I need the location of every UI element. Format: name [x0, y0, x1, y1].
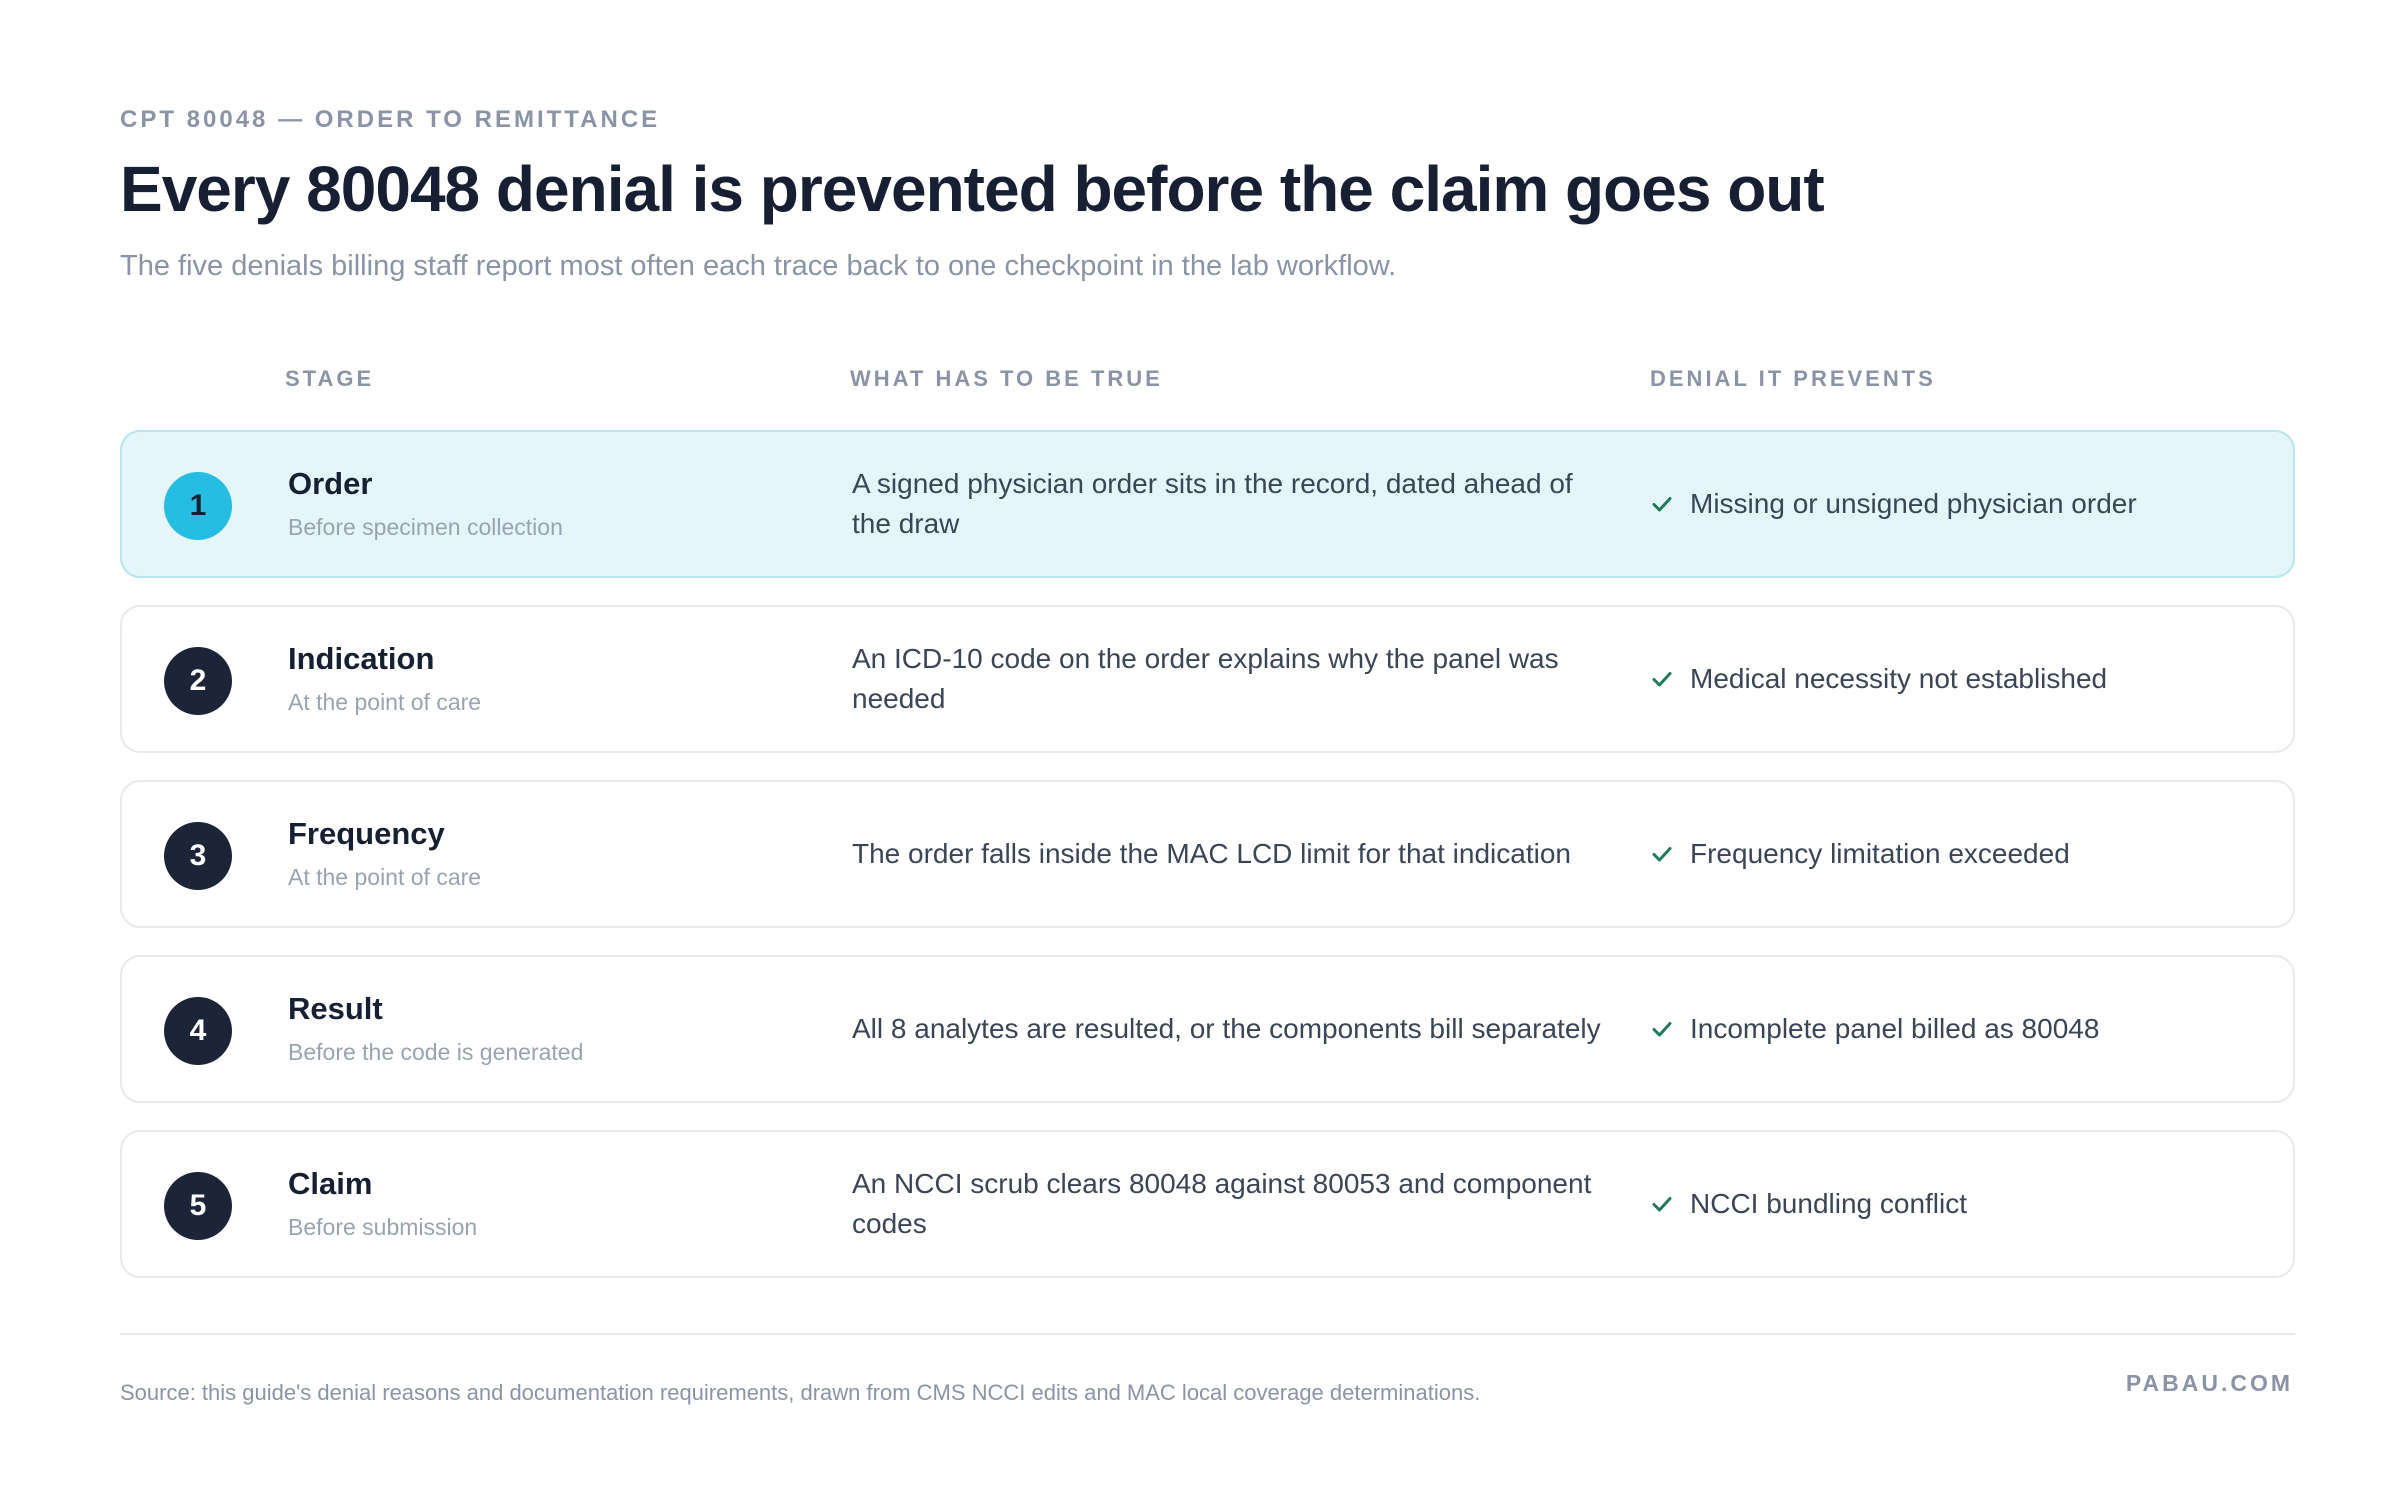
check-icon [1652, 847, 1672, 862]
denial-text: Missing or unsigned physician order [1690, 488, 2137, 519]
check-icon [1652, 1022, 1672, 1037]
check-icon [1652, 497, 1672, 512]
brand-mark: PABAU.COM [2125, 1370, 2293, 1396]
denial-text: Medical necessity not established [1690, 663, 2108, 694]
stage-timing: Before the code is generated [288, 1039, 584, 1065]
stage-timing: At the point of care [288, 864, 482, 890]
requirement-text: An ICD-10 code on the order explains why… [852, 643, 1559, 714]
step-number-badge: 2 [164, 647, 232, 715]
denial-text: Frequency limitation exceeded [1690, 838, 2070, 869]
requirement-text: The order falls inside the MAC LCD limit… [852, 838, 1571, 869]
step-number-badge: 1 [164, 472, 232, 540]
stage-name: Frequency [288, 816, 445, 851]
stage-name: Order [288, 466, 373, 501]
stage-name: Indication [288, 641, 435, 676]
stage-name: Result [288, 991, 383, 1026]
denial-text: NCCI bundling conflict [1690, 1188, 1968, 1219]
page-subtitle: The five denials billing staff report mo… [120, 250, 1397, 282]
stage-row-frequency: 3 Frequency At the point of care The ord… [120, 780, 2295, 928]
step-number-badge: 5 [164, 1172, 232, 1240]
check-icon [1652, 1197, 1672, 1212]
footer-divider [120, 1333, 2295, 1335]
denial-prevented: Missing or unsigned physician order [1650, 432, 2137, 576]
page-title: Every 80048 denial is prevented before t… [120, 153, 1825, 225]
stage-timing: Before specimen collection [288, 514, 563, 540]
requirement-text: All 8 analytes are resulted, or the comp… [852, 1013, 1601, 1044]
stage-row-result: 4 Result Before the code is generated Al… [120, 955, 2295, 1103]
step-number-badge: 3 [164, 822, 232, 890]
eyebrow: CPT 80048 — ORDER TO REMITTANCE [120, 106, 661, 133]
stage-row-indication: 2 Indication At the point of care An ICD… [120, 605, 2295, 753]
denial-prevented: Frequency limitation exceeded [1650, 782, 2070, 926]
stage-timing: At the point of care [288, 689, 482, 715]
denial-prevented: Medical necessity not established [1650, 607, 2107, 751]
denial-prevented: NCCI bundling conflict [1650, 1132, 1967, 1276]
step-number-badge: 4 [164, 997, 232, 1065]
check-icon [1652, 672, 1672, 687]
requirement-text: A signed physician order sits in the rec… [852, 468, 1573, 539]
column-header-what: WHAT HAS TO BE TRUE [850, 366, 1163, 391]
denial-text: Incomplete panel billed as 80048 [1690, 1013, 2100, 1044]
column-header-stage: STAGE [285, 366, 375, 391]
denial-prevented: Incomplete panel billed as 80048 [1650, 957, 2099, 1101]
source-note: Source: this guide's denial reasons and … [120, 1380, 1481, 1405]
stage-name: Claim [288, 1166, 373, 1201]
requirement-text: An NCCI scrub clears 80048 against 80053… [852, 1168, 1592, 1239]
stage-row-order: 1 Order Before specimen collection A sig… [120, 430, 2295, 578]
stage-timing: Before submission [288, 1214, 478, 1240]
column-header-denial: DENIAL IT PREVENTS [1650, 366, 1936, 391]
stage-row-claim: 5 Claim Before submission An NCCI scrub … [120, 1130, 2295, 1278]
